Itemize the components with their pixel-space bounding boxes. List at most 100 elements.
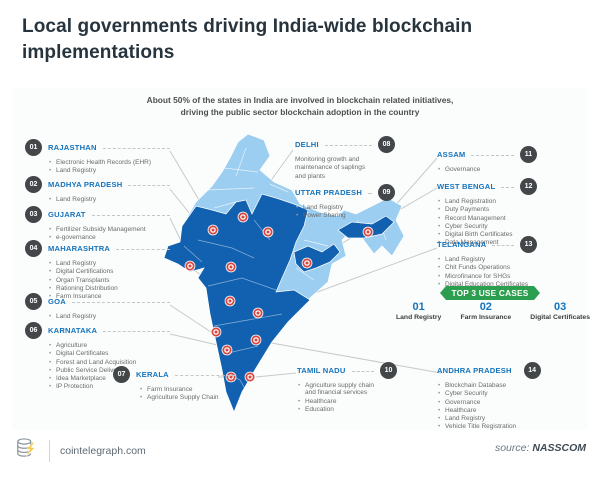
initiative-item: Healthcare [297,398,379,406]
state-number-badge: 12 [520,178,537,195]
map-marker [237,211,249,223]
top-use-cases-banner: TOP 3 USE CASES [440,286,540,300]
initiative-item: Public Service Delivery [48,367,170,375]
state-number-badge: 06 [25,322,42,339]
initiative-item: Cyber Security [437,223,537,231]
initiative-list: Governance [437,166,537,174]
state-block-andhra-pradesh: ANDHRA PRADESH 14 Blockchain DatabaseCyb… [437,362,541,432]
dashed-connector [351,371,374,372]
map-marker [221,344,233,356]
footer-brand: cointelegraph.com [15,436,146,465]
coin-stack-lightning-icon [15,436,39,465]
initiative-item: Record Management [437,215,537,223]
use-case-number: 02 [479,301,492,313]
initiative-list: Agriculture supply chain and financial s… [297,382,379,413]
infographic-subtitle: About 50% of the states in India are inv… [12,94,588,118]
initiative-item: Farm Insurance [48,293,170,301]
map-marker [262,226,274,238]
initiative-item: Land Registry [295,204,395,212]
use-case-3: 03 Digital Certificates [530,301,590,321]
map-marker [301,257,313,269]
use-case-number: 01 [412,301,425,313]
initiative-item: Agriculture Supply Chain [139,394,235,402]
map-marker [224,295,236,307]
map-marker [252,307,264,319]
state-name: ANDHRA PRADESH [437,366,512,375]
initiative-list: Land RegistrationDuty PaymentsRecord Man… [437,198,537,247]
state-description: Monitoring growth and maintenance of sap… [295,156,366,180]
initiative-list: Land RegistryDigital CertificationsOrgan… [48,260,170,301]
state-name: MADHYA PRADESH [48,180,123,189]
initiative-item: Governance [437,399,537,407]
use-case-label: Land Registry [396,314,442,321]
subtitle-line-2: driving the public sector blockchain ado… [180,107,420,118]
initiative-item: Land Registry [48,260,170,268]
initiative-list: Land RegistryChit Funds OperationsMicrof… [437,256,537,288]
initiative-item: Healthcare [437,407,537,415]
initiative-item: Fertilizer Subsidy Management [48,226,170,234]
source-label: source: [494,442,530,454]
map-marker [250,334,262,346]
state-name: WEST BENGAL [437,182,496,191]
dashed-connector [116,249,170,250]
initiative-list: Electronic Health Records (EHR)Land Regi… [48,159,170,175]
state-name: KERALA [136,370,169,379]
state-block-karnataka: 06 KARNATAKA AgricultureDigital Certific… [25,322,170,392]
initiative-item: e-governance [48,234,170,242]
map-dark-region [163,193,311,413]
footer-source: source: NASSCOM [495,442,586,454]
dashed-connector [91,215,170,216]
dashed-connector [102,148,170,149]
state-number-badge: 07 [113,366,130,383]
dashed-connector [128,185,170,186]
initiative-item: Land Registry [437,256,537,264]
map-marker [207,224,219,236]
initiative-item: Agriculture [48,342,170,350]
initiative-item: Land Registry [48,167,170,175]
india-map [163,133,405,413]
initiative-item: Agriculture supply chain and financial s… [297,382,379,397]
state-name: GUJARAT [48,210,86,219]
state-name: DELHI [295,140,319,149]
state-block-kerala: 07 KERALA Farm InsuranceAgriculture Supp… [113,366,235,403]
initiative-item: Land Registry [437,415,537,423]
initiative-item: Cyber Security [437,390,537,398]
state-block-maharashtra: 04 MAHARASHTRA Land RegistryDigital Cert… [25,240,170,301]
initiative-list: Land Registry [48,196,170,204]
footer-site-label: cointelegraph.com [60,444,146,457]
state-name: UTTAR PRADESH [295,188,363,197]
use-case-label: Digital Certificates [530,314,590,321]
state-number-badge: 11 [520,146,537,163]
map-marker [244,371,256,383]
state-number-badge: 09 [378,184,395,201]
initiative-item: Digital Birth Certificates [437,231,537,239]
dashed-connector [174,375,235,376]
state-name: KARNATAKA [48,326,98,335]
use-case-1: 01 Land Registry [396,301,441,321]
state-name: GOA [48,297,66,306]
footer-divider [49,439,50,462]
state-block-delhi: DELHI 08 Monitoring growth and maintenan… [295,136,395,181]
initiative-item: Digital Education Certificates [437,281,537,289]
initiative-list: Land RegistryPower Sharing [295,204,395,220]
initiative-item: Farm Insurance [139,386,235,394]
state-block-rajasthan: 01 RAJASTHAN Electronic Health Records (… [25,139,170,176]
state-name: TELANGANA [437,240,487,249]
state-number-badge: 02 [25,176,42,193]
initiative-item: Vehicle Title Registration [437,423,537,431]
dashed-connector [501,187,514,188]
initiative-list: AgricultureDigital CertificatesForest an… [48,342,170,391]
initiative-item: Electronic Health Records (EHR) [48,159,170,167]
state-name: RAJASTHAN [48,143,97,152]
initiative-item: Microfinance for SHGs [437,273,537,281]
initiative-item: Power Sharing [295,212,395,220]
state-block-west-bengal: WEST BENGAL 12 Land RegistrationDuty Pay… [437,178,537,248]
state-block-tamil-nadu: TAMIL NADU 10 Agriculture supply chain a… [297,362,397,414]
initiative-item: Organ Transplants [48,277,170,285]
state-block-gujarat: 03 GUJARAT Fertilizer Subsidy Management… [25,206,170,243]
state-name: TAMIL NADU [297,366,346,375]
state-number-badge: 05 [25,293,42,310]
state-block-telangana: TELANGANA 13 Land RegistryChit Funds Ope… [437,236,537,289]
state-block-assam: ASSAM 11 Governance [437,146,537,174]
page-title: Local governments driving India-wide blo… [22,16,473,63]
